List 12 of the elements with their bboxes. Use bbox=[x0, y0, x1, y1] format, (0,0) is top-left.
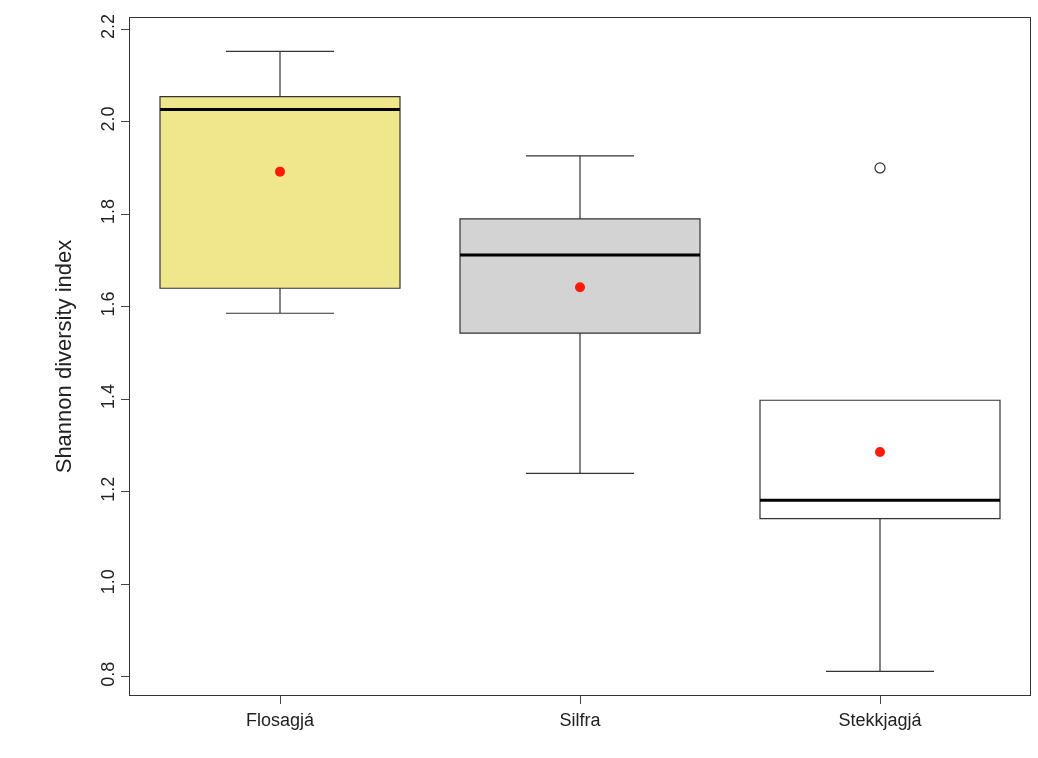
y-tick-label: 1.6 bbox=[97, 291, 118, 317]
y-tick-label: 1.0 bbox=[97, 569, 118, 595]
y-tick-label: 2.0 bbox=[97, 106, 118, 132]
x-tick-label: Stekkjagjá bbox=[838, 709, 923, 730]
y-tick-label: 1.4 bbox=[97, 384, 118, 410]
y-tick-label: 1.2 bbox=[97, 476, 118, 502]
y-tick-label: 0.8 bbox=[97, 661, 118, 687]
y-tick-label: 2.2 bbox=[97, 13, 118, 39]
y-axis-title: Shannon diversity index bbox=[50, 239, 76, 474]
x-tick-label: Silfra bbox=[559, 709, 602, 730]
y-tick-label: 1.8 bbox=[97, 198, 118, 225]
x-tick-label: Flosagjá bbox=[245, 709, 315, 730]
